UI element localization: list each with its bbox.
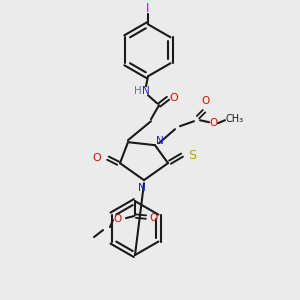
Text: I: I [146, 2, 150, 15]
Text: N: N [156, 136, 164, 146]
Text: O: O [169, 93, 178, 103]
Text: H: H [134, 86, 142, 96]
Text: O: O [150, 213, 158, 223]
Text: O: O [113, 214, 121, 224]
Text: O: O [93, 153, 101, 163]
Text: O: O [210, 118, 218, 128]
Text: N: N [142, 86, 150, 96]
Text: S: S [188, 149, 196, 162]
Text: N: N [138, 183, 146, 193]
Text: CH₃: CH₃ [226, 114, 244, 124]
Text: O: O [202, 96, 210, 106]
